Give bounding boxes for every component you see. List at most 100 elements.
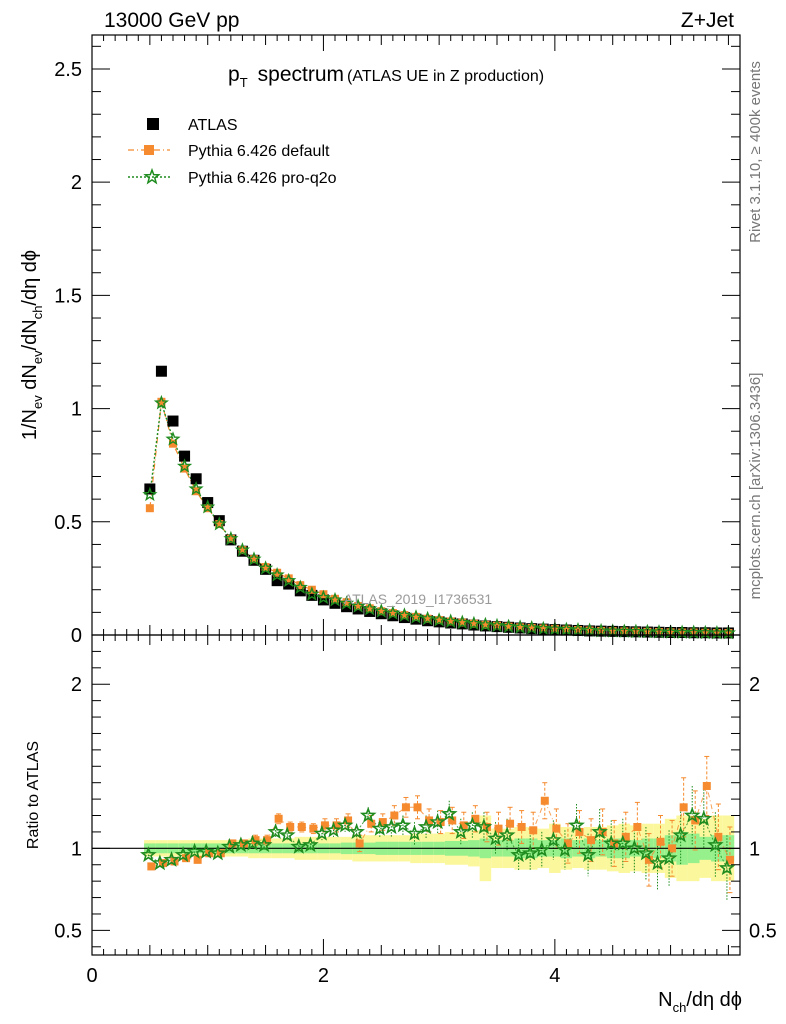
ratio-proq2o-point (139, 846, 157, 863)
atlas-point (329, 597, 341, 609)
ratio-proq2o-point (429, 813, 447, 830)
legend-marker-proq2o (143, 167, 161, 185)
ratio-y-tick-label-right: 2 (749, 674, 760, 696)
ratio-default-point (344, 816, 353, 825)
ratio-proq2o-point (209, 844, 227, 861)
ratio-default-point (401, 803, 410, 812)
ratio-proq2o-point (174, 846, 192, 863)
proq2o-point (454, 614, 470, 629)
default-point (203, 504, 212, 513)
proq2o-point (408, 609, 424, 624)
default-point (284, 574, 293, 583)
legend-label-proq2o: Pythia 6.426 pro-q2o (188, 170, 337, 187)
default-point (296, 581, 305, 590)
ratio-proq2o-point (614, 834, 632, 851)
x-tick-label: 0 (86, 965, 97, 987)
ratio-default-point (621, 832, 630, 841)
ratio-proq2o-point (707, 836, 724, 853)
default-point (354, 602, 363, 611)
ratio-default-point (448, 816, 457, 825)
ratio-default-point (251, 836, 260, 845)
default-point (365, 604, 374, 613)
title-p: p (228, 63, 240, 86)
ratio-proq2o-point (683, 806, 701, 823)
proq2o-point (396, 607, 413, 622)
ratio-default-point (506, 819, 515, 828)
atlas-point (271, 575, 283, 587)
default-point (273, 568, 282, 577)
ratio-default-point (633, 823, 642, 831)
header-left: 13000 GeV pp (104, 9, 239, 32)
ratio-proq2o-point (244, 834, 261, 851)
main-y-tick-label: 0 (71, 625, 82, 647)
ratio-proq2o-point (325, 821, 342, 838)
default-point (215, 520, 224, 529)
default-point (539, 624, 548, 633)
ratio-proq2o-point (290, 837, 308, 854)
ratio-default-point (425, 816, 434, 825)
ratio-default-point (286, 823, 295, 831)
default-point (342, 598, 351, 607)
atlas-point (179, 450, 191, 462)
ratio-proq2o-point (313, 824, 331, 841)
ratio-proq2o-point (348, 823, 365, 840)
default-point (481, 620, 490, 629)
default-point (377, 607, 386, 616)
atlas-point (306, 589, 318, 601)
ratio-default-point (575, 827, 584, 836)
ratio-proq2o-point (533, 841, 551, 858)
ratio-default-point (540, 796, 549, 805)
proq2o-point (292, 579, 308, 594)
ratio-proq2o-point (452, 823, 470, 840)
proq2o-point (315, 589, 332, 605)
ratio-y-tick-label-right: 1 (749, 838, 760, 860)
default-point (504, 622, 513, 631)
ratio-default-point (320, 821, 329, 830)
ratio-proq2o-point (382, 818, 400, 835)
proq2o-point (327, 591, 343, 607)
proq2o-point (142, 486, 158, 502)
ratio-proq2o-point (487, 829, 504, 846)
legend: ATLAS Pythia 6.426 default Pythia 6.426 … (128, 117, 337, 187)
ratio-default-point (494, 824, 503, 833)
default-point (169, 439, 177, 448)
default-point (423, 614, 432, 623)
default-point (388, 609, 397, 618)
ratio-default-point (390, 811, 399, 820)
chart-title: pT spectrum (ATLAS UE in Z production) (228, 63, 544, 90)
default-point (331, 594, 339, 603)
ratio-default-point (193, 855, 202, 864)
proq2o-point (269, 566, 285, 582)
proq2o-point (350, 598, 366, 613)
default-point (435, 616, 444, 625)
x-axis-label: Nch/dη dϕ (658, 989, 742, 1015)
ratio-proq2o-point (406, 824, 423, 841)
ratio-frame (91, 634, 741, 956)
legend-marker-default (144, 145, 154, 155)
ratio-proq2o-point (545, 831, 562, 848)
ratio-default-point (263, 836, 272, 845)
ratio-proq2o-point (579, 846, 597, 863)
default-point (157, 397, 166, 406)
ratio-proq2o-point (672, 826, 690, 843)
ratio-proq2o-point (255, 836, 273, 853)
default-point (319, 590, 328, 599)
proq2o-point (246, 551, 262, 566)
ratio-default-point (644, 855, 653, 864)
ratio-proq2o-point (232, 836, 250, 853)
mcplots-label: mcplots.cern.ch [arXiv:1306.3436] (747, 373, 764, 600)
main-y-tick-label: 2 (71, 172, 82, 194)
ratio-proq2o-point (359, 806, 377, 823)
ratio-proq2o-point (163, 851, 180, 867)
default-point (458, 618, 467, 627)
ratio-default-point (714, 832, 723, 841)
ratio-proq2o-point (463, 816, 481, 833)
proq2o-point (443, 613, 459, 628)
ratio-proq2o-point (626, 839, 643, 856)
proq2o-point (373, 603, 389, 618)
atlas-point (190, 473, 202, 485)
ratio-default-point (656, 837, 665, 846)
default-point (145, 504, 154, 513)
ratio-proq2o-point (637, 844, 655, 861)
